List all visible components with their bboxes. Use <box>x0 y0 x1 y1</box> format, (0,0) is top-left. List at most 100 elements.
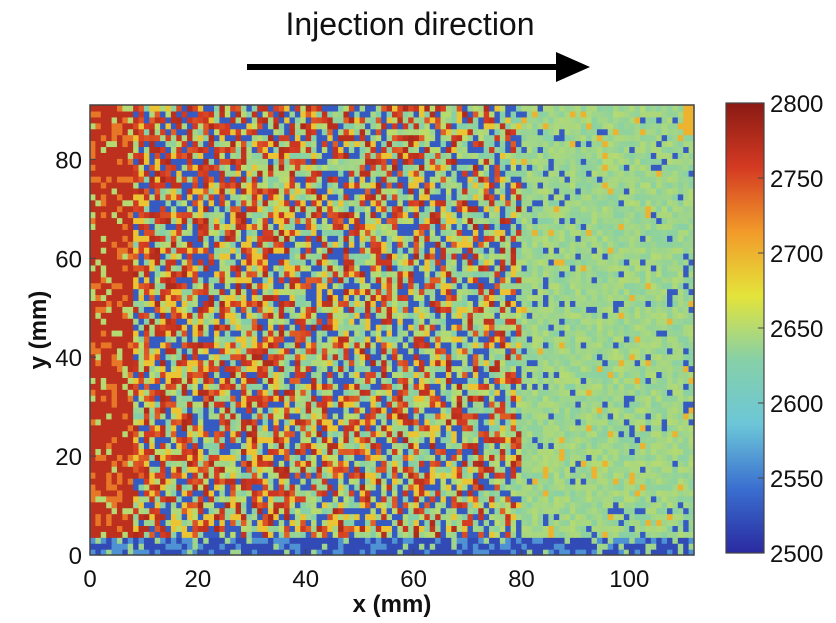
heatmap-cell <box>445 288 452 296</box>
heatmap-cell <box>116 347 123 355</box>
heatmap-cell <box>300 300 307 307</box>
heatmap-cell <box>332 294 339 301</box>
heatmap-cell <box>499 507 506 515</box>
heatmap-cell <box>219 430 226 438</box>
heatmap-cell <box>591 359 598 367</box>
heatmap-cell <box>618 300 625 307</box>
heatmap-cell <box>478 495 485 503</box>
heatmap-cell <box>332 460 339 467</box>
heatmap-cell <box>618 519 625 526</box>
heatmap-cell <box>251 549 258 556</box>
heatmap-cell <box>100 507 107 515</box>
heatmap-cell <box>284 330 291 337</box>
heatmap-cell <box>375 318 382 325</box>
heatmap-cell <box>95 513 102 521</box>
heatmap-cell <box>262 454 269 461</box>
heatmap-cell <box>165 383 172 390</box>
heatmap-cell <box>327 436 334 444</box>
heatmap-cell <box>165 341 172 349</box>
heatmap-cell <box>607 347 614 355</box>
heatmap-cell <box>370 365 377 373</box>
heatmap-cell <box>607 412 614 420</box>
heatmap-cell <box>251 537 258 544</box>
heatmap-cell <box>413 466 420 473</box>
heatmap-cell <box>402 318 409 325</box>
heatmap-cell <box>149 448 156 455</box>
heatmap-cell <box>289 418 296 426</box>
heatmap-cell <box>348 318 355 325</box>
heatmap-cell <box>224 371 231 378</box>
heatmap-cell <box>149 395 156 402</box>
heatmap-cell <box>294 406 301 414</box>
heatmap-cell <box>122 549 129 556</box>
heatmap-cell <box>591 513 598 521</box>
heatmap-cell <box>289 401 296 408</box>
heatmap-cell <box>483 430 490 438</box>
heatmap-cell <box>429 412 436 420</box>
heatmap-cell <box>165 519 172 526</box>
heatmap-cell <box>623 543 630 550</box>
heatmap-cell <box>300 353 307 361</box>
heatmap-cell <box>381 288 388 296</box>
heatmap-cell <box>257 460 264 467</box>
heatmap-cell <box>445 448 452 455</box>
heatmap-cell <box>521 401 528 408</box>
heatmap-cell <box>251 543 258 550</box>
heatmap-cell <box>510 341 517 349</box>
heatmap-cell <box>580 543 587 550</box>
heatmap-cell <box>553 507 560 515</box>
heatmap-cell <box>640 424 647 432</box>
heatmap-cell <box>187 537 194 544</box>
heatmap-cell <box>100 430 107 438</box>
heatmap-cell <box>596 460 603 467</box>
heatmap-cell <box>451 495 458 503</box>
heatmap-cell <box>435 418 442 426</box>
heatmap-cell <box>278 288 285 296</box>
heatmap-cell <box>640 353 647 361</box>
heatmap-cell <box>208 531 215 538</box>
heatmap-cell <box>278 543 285 550</box>
heatmap-cell <box>494 424 501 432</box>
heatmap-cell <box>467 525 474 532</box>
heatmap-cell <box>472 549 479 556</box>
heatmap-cell <box>208 430 215 438</box>
heatmap-cell <box>607 436 614 444</box>
heatmap-cell <box>127 401 134 408</box>
heatmap-cell <box>640 537 647 544</box>
heatmap-cell <box>262 525 269 532</box>
heatmap-cell <box>553 472 560 479</box>
heatmap-cell <box>311 324 318 331</box>
heatmap-cell <box>354 531 361 538</box>
heatmap-cell <box>241 312 247 319</box>
heatmap-cell <box>656 306 663 313</box>
heatmap-cell <box>127 318 134 325</box>
heatmap-cell <box>688 472 695 479</box>
heatmap-cell <box>548 306 555 313</box>
heatmap-cell <box>613 324 620 331</box>
heatmap-cell <box>289 436 296 444</box>
heatmap-cell <box>257 454 264 461</box>
heatmap-cell <box>165 430 172 438</box>
heatmap-cell <box>192 472 199 479</box>
heatmap-cell <box>667 383 674 390</box>
heatmap-cell <box>650 543 657 550</box>
heatmap-cell <box>321 472 328 479</box>
heatmap-cell <box>165 335 172 343</box>
heatmap-cell <box>650 460 657 467</box>
heatmap-cell <box>305 501 312 509</box>
heatmap-cell <box>143 395 150 402</box>
heatmap-cell <box>559 359 566 367</box>
heatmap-cell <box>564 424 571 432</box>
heatmap-cell <box>214 519 221 526</box>
heatmap-cell <box>596 489 603 497</box>
heatmap-cell <box>424 436 431 444</box>
heatmap-cell <box>564 549 571 556</box>
heatmap-cell <box>386 525 393 532</box>
heatmap-cell <box>381 448 388 455</box>
heatmap-cell <box>170 489 177 497</box>
heatmap-cell <box>316 383 323 390</box>
heatmap-cell <box>224 489 231 497</box>
heatmap-cell <box>338 525 345 532</box>
heatmap-cell <box>386 507 393 515</box>
heatmap-cell <box>133 531 140 538</box>
